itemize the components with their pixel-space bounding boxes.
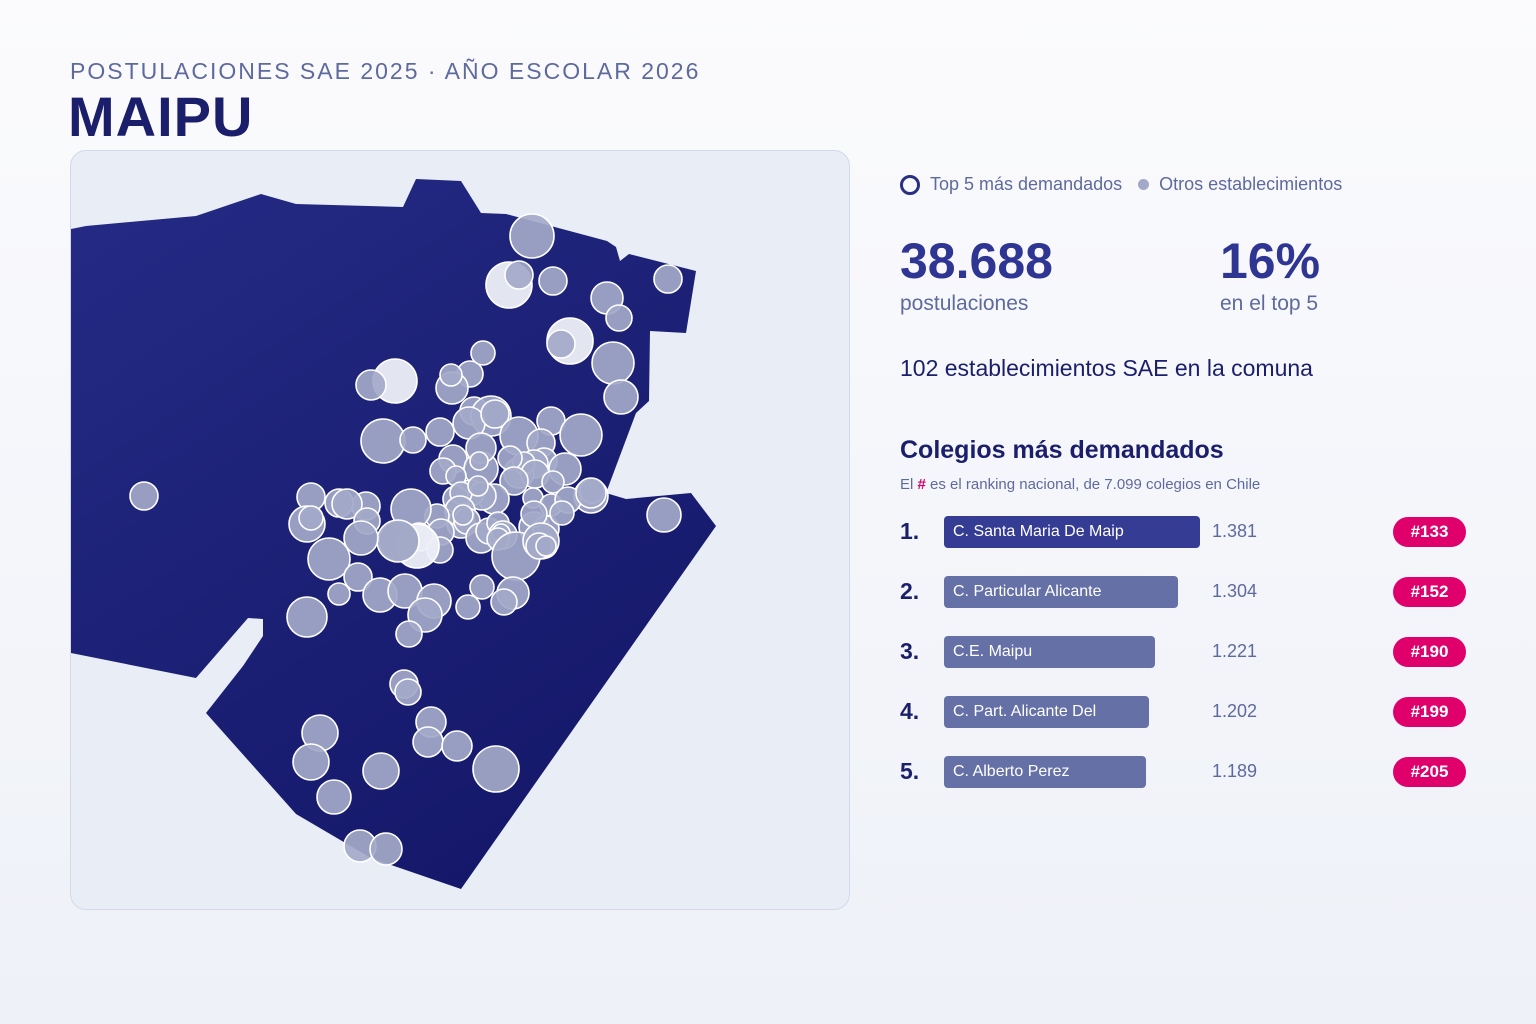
school-marker[interactable]: [298, 505, 324, 531]
school-marker[interactable]: [559, 413, 603, 457]
school-marker[interactable]: [441, 730, 473, 762]
rank-bar: C. Part. Alicante Del: [944, 696, 1149, 728]
school-marker[interactable]: [490, 588, 518, 616]
rank-number: 4.: [900, 698, 920, 724]
school-marker[interactable]: [499, 466, 529, 496]
school-marker[interactable]: [646, 497, 682, 533]
legend-others-label: Otros establecimientos: [1159, 174, 1343, 194]
applications-kpi-label: postulaciones: [900, 292, 1029, 315]
ranking-row-3[interactable]: 3. C.E. Maipu 1.221 #190: [900, 636, 1470, 668]
school-marker[interactable]: [343, 520, 379, 556]
school-marker[interactable]: [575, 477, 607, 509]
ranking-row-5[interactable]: 5. C. Alberto Perez 1.189 #205: [900, 756, 1470, 788]
rank-bar: C. Particular Alicante: [944, 576, 1178, 608]
school-marker[interactable]: [412, 726, 444, 758]
school-marker[interactable]: [470, 340, 496, 366]
legend-top5-label: Top 5 más demandados: [930, 174, 1123, 194]
ranking-row-1[interactable]: 1. C. Santa Maria De Maip 1.381 #133: [900, 516, 1470, 548]
school-marker[interactable]: [535, 535, 557, 557]
school-marker[interactable]: [307, 537, 351, 581]
school-marker[interactable]: [469, 574, 495, 600]
schools-count-text: 102 establecimientos SAE en la comuna: [900, 355, 1313, 381]
school-marker[interactable]: [455, 594, 481, 620]
school-marker[interactable]: [331, 488, 363, 520]
school-marker[interactable]: [394, 678, 422, 706]
school-marker[interactable]: [362, 752, 400, 790]
school-marker[interactable]: [504, 260, 534, 290]
school-marker[interactable]: [369, 832, 403, 866]
school-marker[interactable]: [343, 562, 373, 592]
school-marker[interactable]: [472, 745, 520, 793]
school-marker[interactable]: [425, 417, 455, 447]
top5-ring-icon: [900, 174, 920, 195]
rank-bar: C.E. Maipu: [944, 636, 1155, 668]
rank-number: 2.: [900, 578, 920, 604]
rank-applications: 1.221: [1212, 641, 1258, 661]
ranking-title: Colegios más demandados: [900, 436, 1224, 464]
rank-applications: 1.304: [1212, 581, 1258, 601]
school-marker[interactable]: [497, 445, 523, 471]
school-marker[interactable]: [327, 582, 351, 606]
rank-applications: 1.381: [1212, 521, 1258, 541]
national-rank-badge: #133: [1393, 517, 1466, 547]
school-marker[interactable]: [480, 399, 510, 429]
school-marker[interactable]: [546, 329, 576, 359]
school-marker[interactable]: [129, 481, 159, 511]
school-marker[interactable]: [360, 418, 406, 464]
national-rank-badge: #205: [1393, 757, 1466, 787]
school-marker[interactable]: [605, 304, 633, 332]
ranking-note-hash: #: [917, 476, 926, 493]
school-marker[interactable]: [439, 363, 463, 387]
rank-applications: 1.202: [1212, 701, 1258, 721]
page-title: MAIPU: [68, 85, 254, 148]
rank-number: 1.: [900, 518, 920, 544]
applications-kpi-value: 38.688: [900, 233, 1053, 289]
ranking-row-4[interactable]: 4. C. Part. Alicante Del 1.202 #199: [900, 696, 1470, 728]
school-marker[interactable]: [509, 213, 555, 259]
commune-map[interactable]: [71, 151, 850, 910]
rank-bar: C. Alberto Perez: [944, 756, 1146, 788]
rank-number: 5.: [900, 758, 920, 784]
school-marker[interactable]: [538, 266, 568, 296]
rank-applications: 1.189: [1212, 761, 1258, 781]
top5-share-kpi-label: en el top 5: [1220, 292, 1319, 315]
page-subtitle: POSTULACIONES SAE 2025 · AÑO ESCOLAR 202…: [70, 58, 701, 84]
school-marker[interactable]: [549, 500, 575, 526]
commune-map-panel[interactable]: [70, 150, 850, 910]
school-marker[interactable]: [469, 451, 489, 471]
ranking-note: El # es el ranking nacional, de 7.099 co…: [900, 476, 1260, 493]
school-marker[interactable]: [541, 470, 565, 494]
school-marker[interactable]: [653, 264, 683, 294]
ranking-note-prefix: El: [900, 476, 914, 493]
national-rank-badge: #190: [1393, 637, 1466, 667]
national-rank-badge: #199: [1393, 697, 1466, 727]
school-marker[interactable]: [395, 620, 423, 648]
school-marker[interactable]: [286, 596, 328, 638]
others-dot-icon: [1138, 179, 1150, 190]
school-marker[interactable]: [591, 341, 635, 385]
map-legend: Top 5 más demandados Otros establecimien…: [900, 174, 1342, 195]
ranking-note-suffix: es el ranking nacional, de 7.099 colegio…: [930, 476, 1261, 493]
school-marker[interactable]: [355, 369, 387, 401]
school-marker[interactable]: [467, 475, 489, 497]
school-marker[interactable]: [376, 519, 420, 563]
school-marker[interactable]: [452, 504, 474, 526]
rank-number: 3.: [900, 638, 920, 664]
top5-share-kpi-value: 16%: [1220, 233, 1321, 289]
school-marker[interactable]: [316, 779, 352, 815]
national-rank-badge: #152: [1393, 577, 1466, 607]
school-marker[interactable]: [603, 379, 639, 415]
rank-bar: C. Santa Maria De Maip: [944, 516, 1200, 548]
ranking-row-2[interactable]: 2. C. Particular Alicante 1.304 #152: [900, 576, 1470, 608]
school-marker[interactable]: [399, 426, 427, 454]
school-marker[interactable]: [292, 743, 330, 781]
